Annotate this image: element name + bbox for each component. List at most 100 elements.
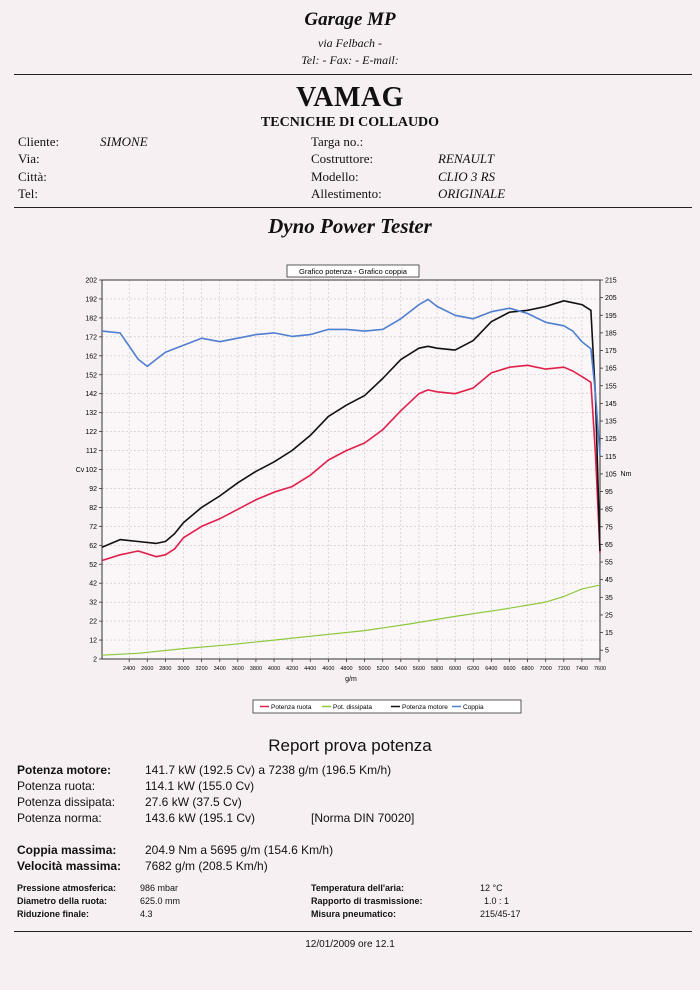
left-tick-label: 142 [85, 391, 97, 398]
x-tick-label: 4000 [268, 666, 280, 672]
x-tick-label: 6800 [521, 666, 533, 672]
potenza-dissipata-label: Potenza dissipata: [17, 795, 116, 809]
right-tick-label: 15 [605, 630, 613, 637]
x-tick-label: 5800 [431, 666, 443, 672]
left-tick-label: 82 [89, 505, 97, 512]
legend-item: Potenza ruota [271, 704, 312, 711]
dyno-chart: 2 12 22 32 42 52 62 72 82 92 102 112 122 132 142 152 162… [76, 264, 632, 714]
chart-title: Grafico potenza - Grafico coppia [299, 267, 408, 276]
x-tick-label: 3600 [232, 666, 244, 672]
modello-value: CLIO 3 RS [438, 169, 496, 184]
pressione-value: 986 mbar [140, 883, 179, 893]
left-tick-label: 192 [85, 296, 97, 303]
right-tick-label: 165 [605, 366, 617, 373]
left-tick-label: 22 [89, 619, 97, 626]
temperatura-label: Temperatura dell'aria: [311, 883, 405, 893]
citta-label: Città: [18, 169, 47, 184]
x-tick-label: 2800 [159, 666, 171, 672]
right-tick-label: 75 [605, 524, 613, 531]
potenza-motore-value: 141.7 kW (192.5 Cv) a 7238 g/m (196.5 Km… [145, 763, 392, 777]
diametro-value: 625.0 mm [140, 896, 181, 906]
potenza-dissipata-value: 27.6 kW (37.5 Cv) [145, 795, 242, 809]
x-tick-label: 2400 [123, 666, 135, 672]
x-tick-label: 4400 [304, 666, 316, 672]
potenza-ruota-value: 114.1 kW (155.0 Cv) [145, 779, 255, 793]
coppia-massima-label: Coppia massima: [17, 843, 117, 857]
left-tick-label: 62 [89, 543, 97, 550]
x-tick-label: 7400 [576, 666, 588, 672]
company-subtitle: TECNICHE DI COLLAUDO [260, 115, 440, 130]
series-coppia [101, 298, 601, 457]
footer-divider [14, 931, 692, 932]
y-left-label: Cv [76, 467, 85, 474]
right-tick-label: 215 [605, 278, 617, 285]
x-tick-label: 7600 [594, 666, 606, 672]
costruttore-value: RENAULT [438, 151, 495, 166]
legend-item: Potenza motore [402, 704, 448, 711]
pressione-label: Pressione atmosferica: [17, 883, 117, 893]
right-tick-label: 205 [605, 295, 617, 302]
x-tick-label: 7200 [558, 666, 570, 672]
company-title: VAMAG [296, 82, 404, 113]
right-tick-label: 145 [605, 401, 617, 408]
right-tick-label: 25 [605, 612, 613, 619]
x-tick-label: 2600 [141, 666, 153, 672]
modello-label: Modello: [311, 169, 359, 184]
header-divider [14, 74, 692, 75]
right-tick-label: 195 [605, 313, 617, 320]
norma-din: [Norma DIN 70020] [311, 811, 415, 825]
garage-contacts: Tel: - Fax: - E-mail: [301, 53, 399, 67]
right-tick-label: 45 [605, 577, 613, 584]
chart-grid [102, 279, 601, 660]
potenza-ruota-label: Potenza ruota: [17, 779, 96, 793]
costruttore-label: Costruttore: [311, 151, 374, 166]
x-tick-label: 3000 [177, 666, 189, 672]
right-tick-label: 5 [605, 648, 609, 655]
x-tick-label: 5400 [395, 666, 407, 672]
allestimento-label: Allestimento: [311, 186, 382, 201]
x-tick-label: 6000 [449, 666, 461, 672]
x-tick-label: 5200 [377, 666, 389, 672]
series-potenza-motore [101, 299, 601, 552]
x-axis-label: g/m [345, 676, 357, 683]
left-tick-label: 52 [89, 562, 97, 569]
rapporto-value: 1.0 : 1 [484, 896, 510, 906]
riduzione-label: Riduzione finale: [17, 909, 89, 919]
right-tick-label: 155 [605, 383, 617, 390]
left-tick-label: 72 [89, 524, 97, 531]
left-tick-label: 12 [89, 638, 97, 645]
left-tick-label: 112 [86, 448, 97, 455]
cliente-label: Cliente: [18, 134, 60, 149]
x-tick-label: 5600 [413, 666, 425, 672]
legend-item: Pot. dissipata [333, 704, 372, 711]
right-tick-label: 85 [605, 507, 613, 514]
x-tick-label: 3400 [214, 666, 226, 672]
right-tick-label: 105 [605, 471, 617, 478]
series-pot-dissipata [101, 584, 601, 656]
x-tick-label: 6200 [467, 666, 479, 672]
cliente-value: SIMONE [100, 134, 148, 149]
coppia-massima-value: 204.9 Nm a 5695 g/m (154.6 Km/h) [145, 843, 334, 857]
y-right-label: Nm [621, 471, 632, 478]
left-tick-label: 132 [85, 410, 97, 417]
velocita-massima-label: Velocità massima: [17, 859, 122, 873]
info-divider [14, 207, 692, 208]
potenza-norma-label: Potenza norma: [17, 811, 102, 825]
left-tick-label: 122 [85, 429, 97, 436]
x-tick-label: 4800 [340, 666, 352, 672]
x-tick-label: 5000 [358, 666, 370, 672]
series-potenza-ruota [101, 364, 601, 562]
x-tick-label: 3800 [250, 666, 262, 672]
allestimento-value: ORIGINALE [438, 186, 506, 201]
left-axis-ticks: 2 12 22 32 42 52 62 72 82 92 102 112 122 132 142 152 162… [85, 278, 102, 664]
right-tick-label: 175 [605, 348, 617, 355]
x-tick-label: 6600 [503, 666, 515, 672]
chart-title-box [286, 264, 420, 278]
via-label: Via: [18, 151, 40, 166]
tel-label: Tel: [18, 186, 39, 201]
diametro-label: Diametro della ruota: [17, 896, 108, 906]
right-axis-ticks: 5 15 25 35 45 55 65 75 85 95 105 115 125 135 145 155 165… [600, 278, 617, 655]
pneumatico-label: Misura pneumatico: [311, 909, 397, 919]
velocita-massima-value: 7682 g/m (208.5 Km/h) [145, 859, 268, 873]
left-tick-label: 42 [89, 581, 97, 588]
